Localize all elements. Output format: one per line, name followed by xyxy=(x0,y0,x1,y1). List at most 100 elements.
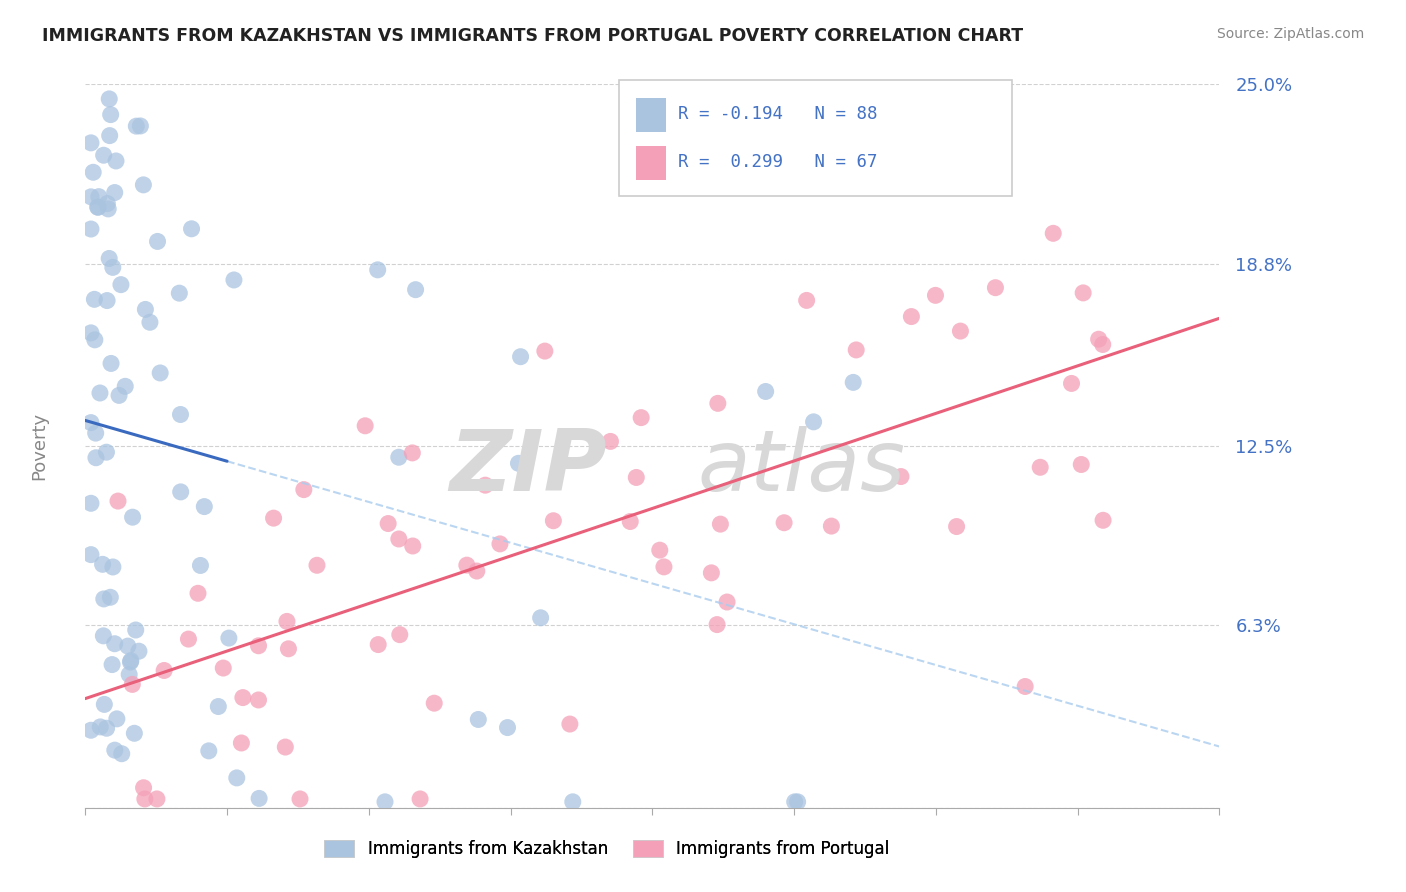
Point xyxy=(125,623,148,637)
Point xyxy=(820,519,842,533)
Point xyxy=(96,293,118,308)
Point xyxy=(89,720,111,734)
Point xyxy=(489,537,512,551)
Point xyxy=(114,379,136,393)
Point xyxy=(97,202,120,216)
Point xyxy=(98,128,121,143)
Point xyxy=(1071,285,1094,300)
Point xyxy=(118,667,141,681)
Point xyxy=(277,641,299,656)
Point xyxy=(509,350,531,364)
Point xyxy=(180,222,202,236)
Point xyxy=(377,516,399,531)
Point xyxy=(193,500,215,514)
Point xyxy=(132,178,155,192)
Point xyxy=(496,721,519,735)
Point xyxy=(96,445,118,459)
Point xyxy=(231,736,253,750)
Point xyxy=(100,356,122,370)
Point xyxy=(198,744,221,758)
Point xyxy=(86,200,108,214)
Point xyxy=(232,690,254,705)
Point xyxy=(222,273,245,287)
Point xyxy=(409,792,432,806)
Point xyxy=(169,286,191,301)
Text: atlas: atlas xyxy=(697,426,905,509)
Point xyxy=(292,483,315,497)
Point xyxy=(207,699,229,714)
Point xyxy=(120,655,142,669)
Point xyxy=(190,558,212,573)
Point xyxy=(388,450,411,465)
Point xyxy=(104,637,127,651)
Point xyxy=(388,627,411,641)
Point xyxy=(707,396,730,410)
Point xyxy=(93,591,115,606)
Point xyxy=(98,591,121,605)
Point xyxy=(139,315,162,329)
Point xyxy=(170,484,193,499)
Point xyxy=(1070,458,1092,472)
Point xyxy=(83,293,105,307)
Point xyxy=(247,639,270,653)
Point xyxy=(924,288,946,302)
Point xyxy=(84,426,107,441)
Point xyxy=(367,638,389,652)
Point xyxy=(247,791,270,805)
Point xyxy=(212,661,235,675)
Point xyxy=(105,712,128,726)
Point xyxy=(107,494,129,508)
Point xyxy=(561,795,583,809)
Point xyxy=(626,470,648,484)
Point xyxy=(187,586,209,600)
Point xyxy=(755,384,778,399)
Point xyxy=(121,677,143,691)
Point xyxy=(104,743,127,757)
Point xyxy=(900,310,922,324)
Point xyxy=(80,416,103,430)
Point xyxy=(276,615,298,629)
Point xyxy=(101,657,124,672)
Point xyxy=(890,469,912,483)
Point xyxy=(120,654,142,668)
Point xyxy=(93,148,115,162)
Point xyxy=(474,478,496,492)
Point xyxy=(117,639,139,653)
Point xyxy=(305,558,328,573)
Point xyxy=(720,92,742,106)
Point xyxy=(134,302,156,317)
Point xyxy=(508,456,530,470)
Point xyxy=(374,795,396,809)
Text: R =  0.299   N = 67: R = 0.299 N = 67 xyxy=(678,153,877,171)
Point xyxy=(104,153,127,168)
Point xyxy=(87,200,110,214)
Point xyxy=(456,558,478,573)
Point xyxy=(96,721,118,735)
Point xyxy=(401,446,423,460)
Point xyxy=(124,726,146,740)
Text: Source: ZipAtlas.com: Source: ZipAtlas.com xyxy=(1216,27,1364,41)
Point xyxy=(80,190,103,204)
Point xyxy=(218,631,240,645)
Point xyxy=(558,717,581,731)
Point xyxy=(1029,460,1052,475)
Point xyxy=(101,260,124,275)
Point xyxy=(177,632,200,646)
Point xyxy=(98,252,121,266)
Point xyxy=(1042,227,1064,241)
Point xyxy=(169,408,191,422)
Point xyxy=(93,629,115,643)
Point xyxy=(599,434,621,449)
Point xyxy=(1014,680,1036,694)
Point xyxy=(96,196,118,211)
Point xyxy=(423,696,446,710)
Point xyxy=(101,560,124,574)
Point xyxy=(984,281,1007,295)
Point xyxy=(149,366,172,380)
Point xyxy=(225,771,247,785)
Point xyxy=(100,107,122,121)
Point xyxy=(630,410,652,425)
Point xyxy=(93,698,115,712)
Point xyxy=(1092,513,1115,527)
Point xyxy=(134,792,156,806)
